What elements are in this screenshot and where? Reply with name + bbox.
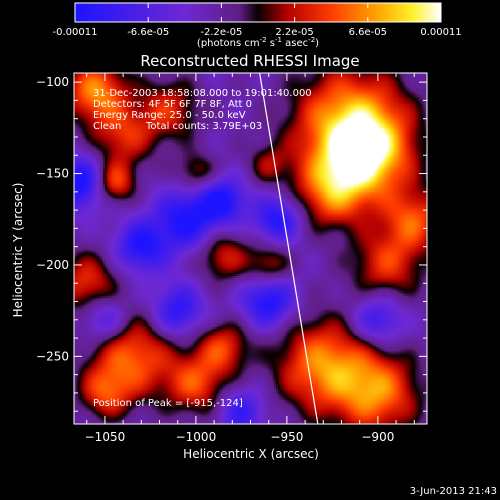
annotation-energy-range: Energy Range: 25.0 - 50.0 keV <box>93 110 246 121</box>
x-tick-label: −900 <box>361 430 394 444</box>
colorbar-tick-label: 6.6e-05 <box>349 27 387 38</box>
annotation-detectors: Detectors: 4F 5F 6F 7F 8F, Att 0 <box>93 99 252 110</box>
x-tick-label: −1050 <box>85 430 126 444</box>
y-axis-label: Heliocentric Y (arcsec) <box>11 183 25 318</box>
colorbar-tick-label: 2.2e-05 <box>275 27 313 38</box>
solar-limb-line <box>259 72 319 425</box>
colorbar-unit-label: (photons cm-2 s-1 asec-2) <box>197 36 319 49</box>
annotation-total-counts: Total counts: 3.79E+03 <box>145 121 262 132</box>
x-axis-label: Heliocentric X (arcsec) <box>183 447 319 461</box>
colorbar-tick-label: 0.00011 <box>420 27 461 38</box>
colorbar-axis: -0.00011 -6.6e-05 -2.2e-05 2.2e-05 6.6e-05 0.… <box>53 2 462 49</box>
y-tick-label: −200 <box>36 258 69 272</box>
colorbar-tick-label: -2.2e-05 <box>200 27 242 38</box>
y-tick-label: −250 <box>36 349 69 363</box>
annotation-time-range: 31-Dec-2003 18:58:08.000 to 19:01:40.000 <box>93 88 312 99</box>
y-tick-label: −100 <box>36 75 69 89</box>
y-tick-label: −150 <box>36 167 69 181</box>
annotation-clean: Clean <box>93 121 121 132</box>
colorbar-tick-label: -6.6e-05 <box>127 27 169 38</box>
footer-timestamp: 3-Jun-2013 21:43 <box>410 486 497 497</box>
x-tick-label: −1000 <box>176 430 217 444</box>
heatmap-image <box>74 73 427 424</box>
plot-title: Reconstructed RHESSI Image <box>140 52 360 70</box>
x-tick-label: −950 <box>270 430 303 444</box>
annotation-peak-position: Position of Peak = [-915,-124] <box>93 398 243 409</box>
colorbar <box>75 3 441 22</box>
colorbar-frame <box>74 2 442 23</box>
colorbar-tick-label: -0.00011 <box>53 27 98 38</box>
